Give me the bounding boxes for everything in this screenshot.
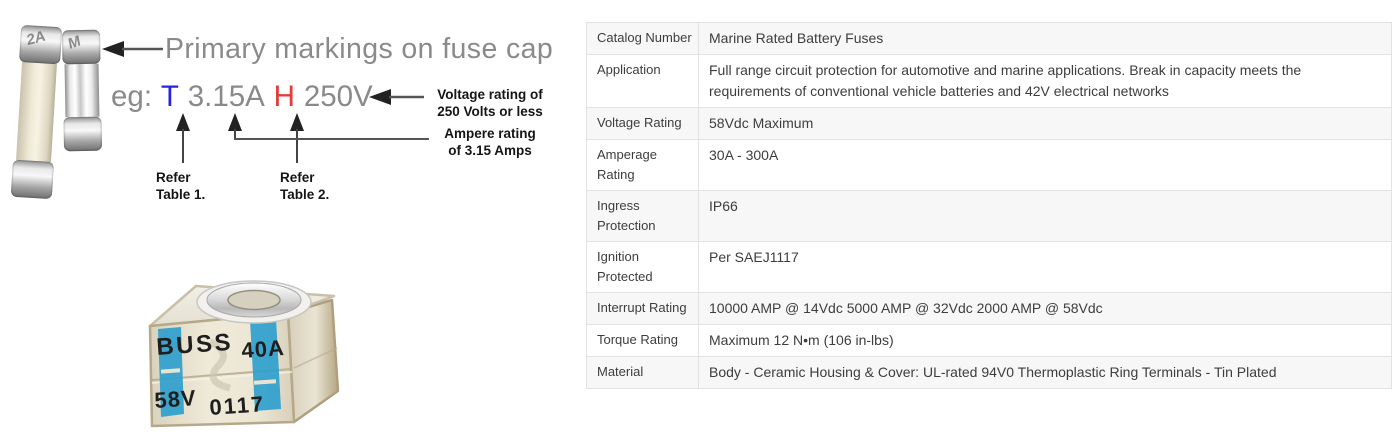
voltage-note-line1: Voltage rating of <box>437 87 543 102</box>
ring-hole <box>227 289 281 311</box>
spec-row-catalog-number: Catalog Number Marine Rated Battery Fuse… <box>586 22 1392 55</box>
spec-row-torque-rating: Torque Rating Maximum 12 N•m (106 in-lbs… <box>586 324 1392 357</box>
ampere-rating-note: Ampere rating of 3.15 Amps <box>426 125 554 159</box>
annotation-arrows <box>102 41 429 163</box>
example-voltage-code: H <box>273 80 295 113</box>
example-type-code: T <box>160 80 179 113</box>
spec-value: Maximum 12 N•m (106 in-lbs) <box>698 324 1392 357</box>
battery-fuse-photo: BUSS 40A 58V 0117 <box>148 280 340 428</box>
ampere-note-line2: of 3.15 Amps <box>448 143 532 158</box>
spec-value: Marine Rated Battery Fuses <box>698 22 1392 55</box>
spec-value: Full range circuit protection for automo… <box>698 54 1392 108</box>
spec-label: Voltage Rating <box>586 107 699 140</box>
blue-stripe-right <box>250 318 281 411</box>
spec-row-material: Material Body - Ceramic Housing & Cover:… <box>586 356 1392 389</box>
refer2-line1: Refer <box>280 170 315 185</box>
stripe-notch-left <box>160 368 181 374</box>
spec-label: Interrupt Rating <box>586 292 699 325</box>
fuse-amp-text: 40A <box>241 335 286 363</box>
fuse-right-face <box>286 298 340 424</box>
spec-value: Body - Ceramic Housing & Cover: UL-rated… <box>698 356 1392 389</box>
voltage-rating-note: Voltage rating of 250 Volts or less <box>421 86 559 120</box>
fuse-brand-text: BUSS <box>156 329 234 361</box>
voltage-note-line2: 250 Volts or less <box>437 104 543 119</box>
spec-row-ignition-protected: Ignition Protected Per SAEJ1117 <box>586 241 1392 293</box>
example-prefix: eg: <box>111 80 153 113</box>
example-voltage: 250V <box>303 80 373 113</box>
spec-value: 58Vdc Maximum <box>698 107 1392 140</box>
fuse-markings-group: BUSS 40A 58V 0117 <box>154 329 286 420</box>
fuse-date-code-text: 0117 <box>209 391 266 420</box>
spec-label: Application <box>586 54 699 108</box>
refer2-line2: Table 2. <box>280 187 330 202</box>
primary-markings-caption: Primary markings on fuse cap <box>165 33 554 65</box>
example-ampere: 3.15A <box>187 80 265 113</box>
fuse-element-watermark <box>208 338 231 392</box>
up-arrowhead-ampere <box>228 113 242 131</box>
left-arrowhead-voltage <box>369 89 391 105</box>
spec-label: Ingress Protection <box>586 190 699 242</box>
spec-table: Catalog Number Marine Rated Battery Fuse… <box>586 22 1392 389</box>
spec-row-interrupt-rating: Interrupt Rating 10000 AMP @ 14Vdc 5000 … <box>586 292 1392 325</box>
refer1-line2: Table 1. <box>156 187 206 202</box>
refer-table1-note: Refer Table 1. <box>156 169 205 203</box>
fuse-markings-diagram: 2A M <box>0 0 586 443</box>
spec-row-amperage-rating: Amperage Rating 30A - 300A <box>586 139 1392 191</box>
ampere-note-line1: Ampere rating <box>444 126 536 141</box>
example-marking-text: eg: T 3.15A H 250V <box>111 80 382 114</box>
up-arrowhead-type-code <box>176 113 190 131</box>
spec-label: Ignition Protected <box>586 241 699 293</box>
spec-label: Catalog Number <box>586 22 699 55</box>
refer1-line1: Refer <box>156 170 191 185</box>
refer-table2-note: Refer Table 2. <box>280 169 329 203</box>
spec-label: Torque Rating <box>586 324 699 357</box>
spec-label: Amperage Rating <box>586 139 699 191</box>
spec-row-ingress-protection: Ingress Protection IP66 <box>586 190 1392 242</box>
spec-value: Per SAEJ1117 <box>698 241 1392 293</box>
spec-label: Material <box>586 356 699 389</box>
spec-value: 30A - 300A <box>698 139 1392 191</box>
fuse-seam-right <box>293 347 338 369</box>
left-arrowhead-fuse-cap <box>102 41 124 57</box>
fuse-volt-text: 58V <box>154 385 198 413</box>
spec-table-body: Catalog Number Marine Rated Battery Fuse… <box>586 22 1392 389</box>
spec-row-voltage-rating: Voltage Rating 58Vdc Maximum <box>586 107 1392 140</box>
stripe-notch-right <box>253 379 277 385</box>
spec-row-application: Application Full range circuit protectio… <box>586 54 1392 108</box>
spec-value: 10000 AMP @ 14Vdc 5000 AMP @ 32Vdc 2000 … <box>698 292 1392 325</box>
spec-value: IP66 <box>698 190 1392 242</box>
up-arrowhead-voltage-code <box>290 113 304 131</box>
